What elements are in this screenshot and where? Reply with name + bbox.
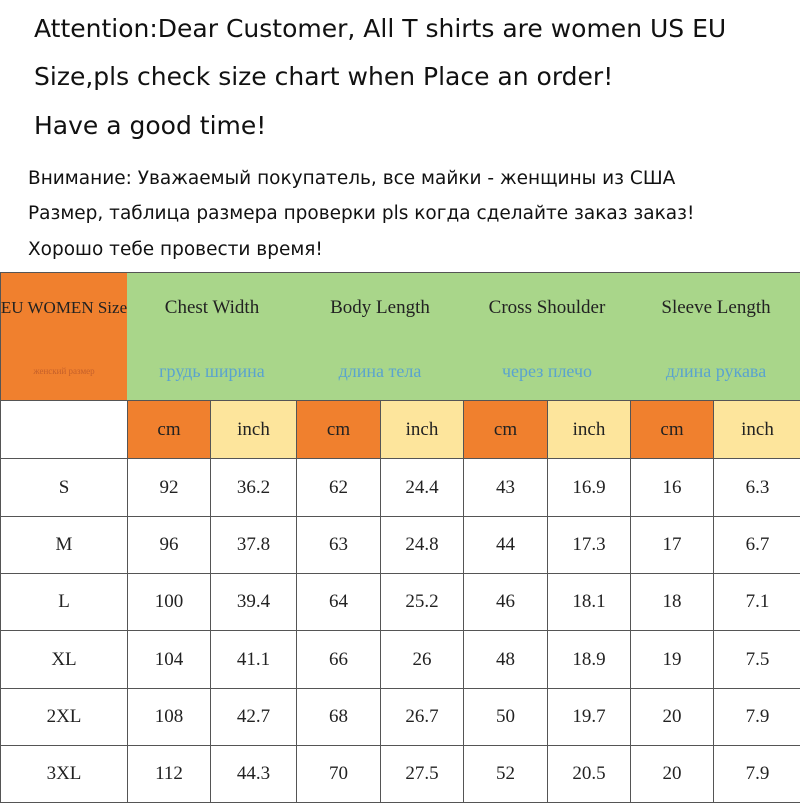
notice-line: Attention:Dear Customer, All T shirts ar… — [34, 14, 727, 43]
value-cell: 26.7 — [380, 688, 464, 746]
notice-line: Внимание: Уважаемый покупатель, все майк… — [28, 168, 676, 189]
corner-title: EU WOMEN Size — [0, 272, 128, 343]
size-cell: XL — [0, 630, 128, 689]
value-cell: 20 — [630, 688, 714, 746]
unit-cell: inch — [713, 400, 800, 459]
value-cell: 48 — [463, 630, 548, 689]
value-cell: 62 — [296, 458, 381, 517]
notice-line: Хорошо тебе провести время! — [28, 239, 323, 260]
value-cell: 19 — [630, 630, 714, 689]
column-subtitle: длина тела — [296, 342, 464, 401]
value-cell: 70 — [296, 745, 381, 803]
unit-cell: inch — [380, 400, 464, 459]
value-cell: 42.7 — [210, 688, 297, 746]
value-cell: 7.5 — [713, 630, 800, 689]
notice-line: Размер, таблица размера проверки pls ког… — [28, 203, 695, 224]
value-cell: 52 — [463, 745, 548, 803]
column-title: Chest Width — [127, 272, 297, 343]
size-cell: S — [0, 458, 128, 517]
column-title: Body Length — [296, 272, 464, 343]
value-cell: 64 — [296, 573, 381, 631]
value-cell: 24.8 — [380, 516, 464, 574]
value-cell: 20 — [630, 745, 714, 803]
value-cell: 26 — [380, 630, 464, 689]
value-cell: 43 — [463, 458, 548, 517]
column-title: Cross Shoulder — [463, 272, 631, 343]
column-title: Sleeve Length — [630, 272, 800, 343]
value-cell: 18.9 — [547, 630, 631, 689]
value-cell: 24.4 — [380, 458, 464, 517]
value-cell: 6.7 — [713, 516, 800, 574]
value-cell: 41.1 — [210, 630, 297, 689]
value-cell: 17.3 — [547, 516, 631, 574]
value-cell: 104 — [127, 630, 211, 689]
unit-cell: cm — [296, 400, 381, 459]
value-cell: 46 — [463, 573, 548, 631]
value-cell: 16 — [630, 458, 714, 517]
value-cell: 37.8 — [210, 516, 297, 574]
corner-subtitle: женский размер — [0, 342, 128, 401]
notice-line: Size,pls check size chart when Place an … — [34, 62, 614, 91]
column-subtitle: через плечо — [463, 342, 631, 401]
value-cell: 96 — [127, 516, 211, 574]
value-cell: 112 — [127, 745, 211, 803]
value-cell: 7.9 — [713, 688, 800, 746]
unit-cell: cm — [127, 400, 211, 459]
size-cell: 3XL — [0, 745, 128, 803]
value-cell: 16.9 — [547, 458, 631, 517]
value-cell: 20.5 — [547, 745, 631, 803]
unit-cell: cm — [630, 400, 714, 459]
value-cell: 39.4 — [210, 573, 297, 631]
column-subtitle: длина рукава — [630, 342, 800, 401]
value-cell: 50 — [463, 688, 548, 746]
value-cell: 6.3 — [713, 458, 800, 517]
value-cell: 25.2 — [380, 573, 464, 631]
unit-cell: inch — [547, 400, 631, 459]
value-cell: 36.2 — [210, 458, 297, 517]
size-cell: L — [0, 573, 128, 631]
value-cell: 44.3 — [210, 745, 297, 803]
unit-cell: inch — [210, 400, 297, 459]
value-cell: 108 — [127, 688, 211, 746]
value-cell: 7.9 — [713, 745, 800, 803]
value-cell: 68 — [296, 688, 381, 746]
value-cell: 44 — [463, 516, 548, 574]
value-cell: 92 — [127, 458, 211, 517]
value-cell: 66 — [296, 630, 381, 689]
value-cell: 100 — [127, 573, 211, 631]
value-cell: 19.7 — [547, 688, 631, 746]
corner-blank — [0, 400, 128, 459]
size-cell: M — [0, 516, 128, 574]
unit-cell: cm — [463, 400, 548, 459]
value-cell: 18.1 — [547, 573, 631, 631]
value-cell: 7.1 — [713, 573, 800, 631]
value-cell: 18 — [630, 573, 714, 631]
value-cell: 17 — [630, 516, 714, 574]
value-cell: 27.5 — [380, 745, 464, 803]
value-cell: 63 — [296, 516, 381, 574]
notice-line: Have a good time! — [34, 111, 267, 140]
column-subtitle: грудь ширина — [127, 342, 297, 401]
size-cell: 2XL — [0, 688, 128, 746]
